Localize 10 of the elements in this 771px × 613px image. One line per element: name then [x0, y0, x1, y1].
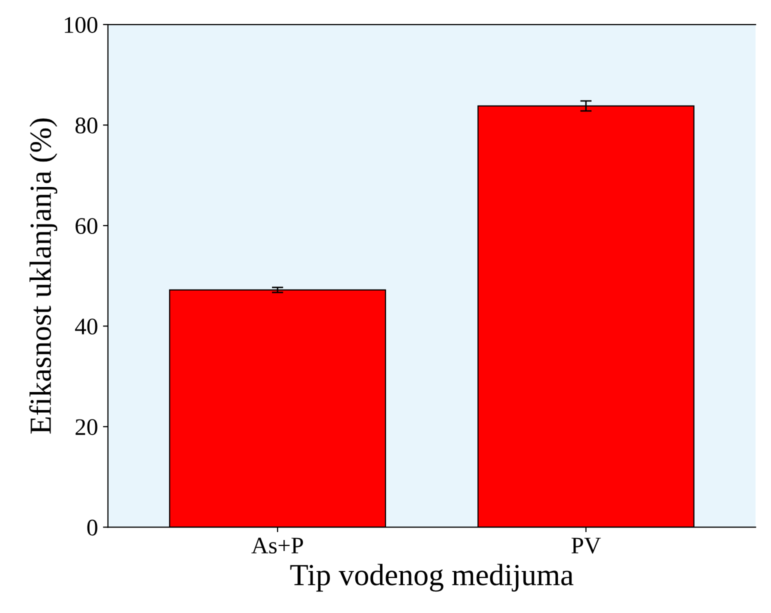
- x-tick-label: As+P: [251, 538, 303, 554]
- y-tick-label: 80: [76, 118, 98, 134]
- y-axis-title: Efikasnost uklanjanja (%): [29, 118, 58, 434]
- y-tick-label: 60: [76, 218, 98, 234]
- x-tick-label: PV: [572, 538, 601, 554]
- y-tick-label: 0: [87, 520, 98, 536]
- y-tick-label: 100: [64, 17, 98, 33]
- x-axis-title: Tip vodenog medijuma: [290, 564, 574, 592]
- y-tick-label: 40: [75, 318, 98, 335]
- y-tick-label: 20: [76, 419, 98, 436]
